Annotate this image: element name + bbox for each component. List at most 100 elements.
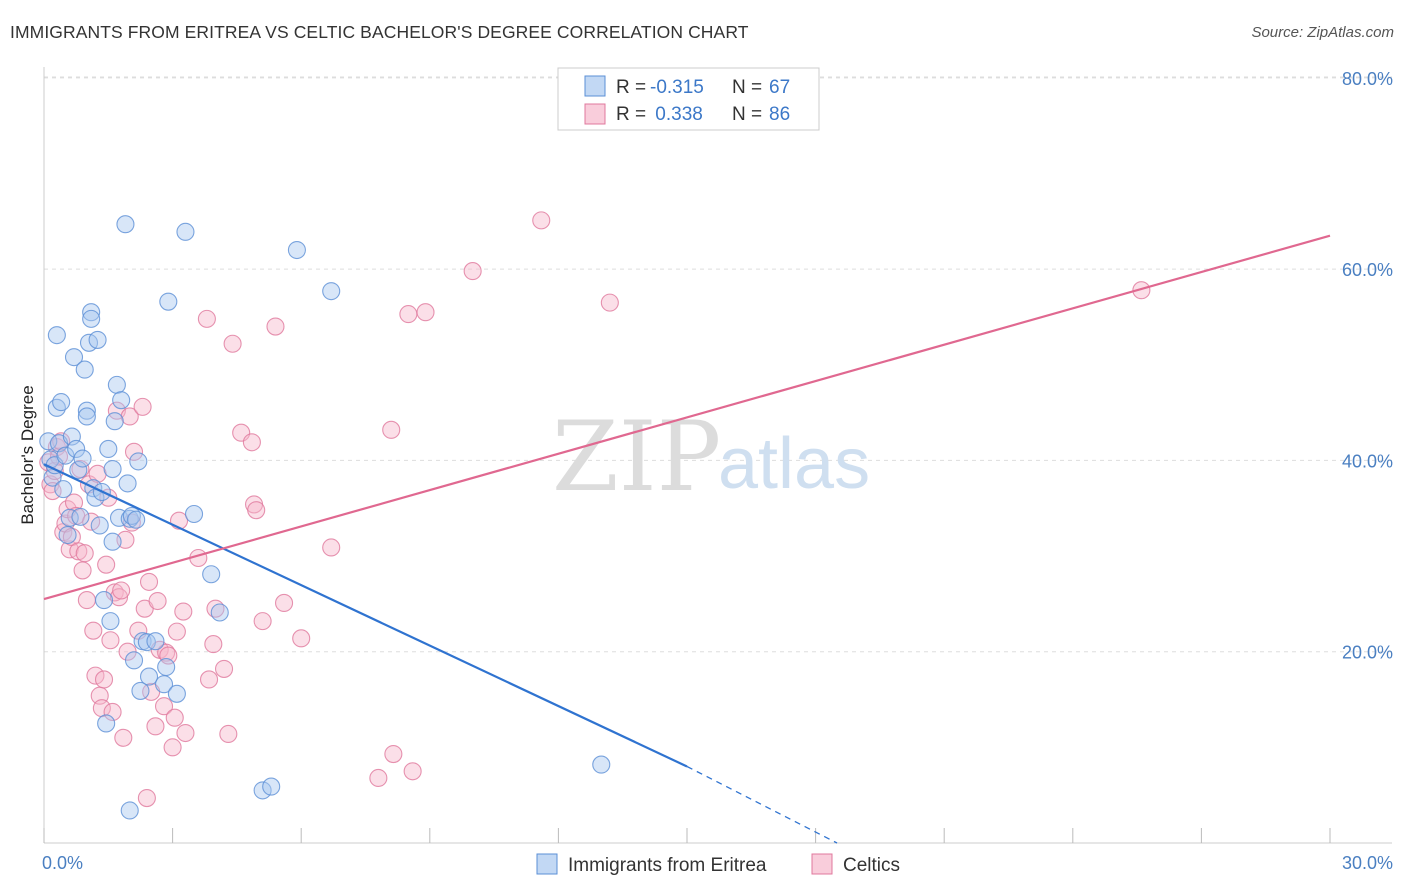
celtic-point: [114, 728, 133, 747]
celtic-point: [103, 702, 122, 722]
celtic-point: [73, 561, 92, 580]
celtic-point: [242, 433, 261, 452]
eritrea-point: [105, 412, 124, 431]
eritrea-point: [82, 309, 101, 328]
legend-r-label-eritrea: R =: [616, 77, 646, 98]
eritrea-trend-extension: [686, 765, 838, 844]
eritrea-point: [287, 240, 306, 260]
eritrea-point: [71, 507, 90, 526]
celtic-point: [146, 717, 165, 736]
eritrea-point: [118, 474, 137, 493]
celtic-point: [416, 303, 435, 322]
eritrea-point: [159, 292, 178, 311]
celtic-point: [219, 724, 238, 744]
eritrea-point: [124, 651, 144, 670]
celtic-point: [382, 420, 401, 439]
eritrea-point: [107, 375, 126, 394]
celtic-point: [69, 542, 88, 561]
legend-r-value-celtic: 0.338: [650, 104, 703, 125]
legend-swatch-bottom-eritrea: [536, 853, 558, 875]
celtic-point: [97, 555, 116, 574]
eritrea-point: [47, 326, 66, 345]
eritrea-point: [262, 777, 281, 796]
legend-n-label-celtic: N =: [732, 104, 762, 125]
celtic-point: [214, 659, 234, 678]
celtic-point: [176, 723, 195, 743]
celtic-point: [369, 768, 388, 788]
series-legend: Immigrants from Eritrea Celtics: [536, 853, 900, 876]
legend-n-value-celtic: 86: [769, 104, 790, 125]
legend-swatch-eritrea: [584, 75, 606, 97]
celtic-point: [292, 629, 311, 648]
eritrea-point: [116, 215, 135, 234]
celtic-point: [253, 612, 272, 631]
eritrea-point: [322, 282, 341, 301]
y-axis-label: Bachelor's Degree: [18, 385, 37, 524]
y-tick-label: 20.0%: [1342, 643, 1393, 663]
celtic-trend-line: [43, 234, 1331, 601]
eritrea-point: [73, 449, 92, 468]
celtic-point: [112, 581, 131, 600]
x-tick-label-max: 30.0%: [1342, 853, 1393, 873]
eritrea-point: [94, 591, 114, 610]
eritrea-point: [176, 222, 195, 241]
eritrea-point: [58, 525, 77, 545]
eritrea-point: [77, 401, 96, 420]
trend-lines: [43, 234, 1331, 844]
celtic-point: [266, 317, 285, 336]
eritrea-point: [120, 801, 139, 820]
celtic-point: [86, 666, 105, 685]
y-tick-label: 40.0%: [1342, 451, 1393, 471]
celtic-point: [197, 309, 216, 328]
eritrea-point: [90, 516, 109, 535]
y-tick-labels: 20.0% 40.0% 60.0% 80.0%: [1342, 69, 1393, 663]
eritrea-point: [64, 348, 84, 367]
eritrea-point: [88, 330, 107, 349]
celtic-point: [75, 544, 94, 563]
celtic-point: [463, 262, 482, 281]
celtic-point: [109, 588, 129, 607]
celtic-point: [384, 745, 403, 764]
legend-r-label-celtic: R =: [616, 104, 646, 125]
legend-n-value-eritrea: 67: [769, 77, 790, 98]
celtic-point: [165, 708, 184, 727]
celtic-point: [167, 622, 186, 641]
eritrea-point: [77, 407, 96, 426]
celtic-point: [137, 788, 156, 808]
celtic-point: [1132, 281, 1151, 300]
celtic-point: [82, 512, 101, 531]
eritrea-point: [131, 681, 150, 700]
eritrea-point: [139, 667, 159, 686]
eritrea-point: [75, 360, 94, 379]
celtic-point: [204, 635, 223, 654]
celtic-point: [94, 670, 114, 689]
legend-swatch-bottom-celtic: [811, 853, 833, 875]
celtic-point: [600, 293, 619, 312]
eritrea-point: [184, 504, 204, 524]
eritrea-point: [69, 460, 88, 480]
eritrea-point: [202, 565, 221, 584]
eritrea-point: [97, 714, 116, 733]
correlation-legend: R = -0.315 N = 67 R = 0.338 N = 86: [557, 67, 820, 131]
eritrea-point: [103, 532, 122, 551]
celtic-point: [403, 762, 422, 781]
x-tick-labels: 0.0% 30.0%: [42, 853, 1393, 873]
celtic-point: [223, 334, 242, 353]
eritrea-point: [56, 446, 75, 465]
grid-lines: [44, 76, 1392, 653]
eritrea-point: [253, 781, 272, 800]
chart-title: IMMIGRANTS FROM ERITREA VS CELTIC BACHEL…: [10, 22, 749, 42]
eritrea-point: [52, 393, 71, 412]
eritrea-point: [167, 684, 186, 703]
eritrea-point: [103, 459, 122, 479]
eritrea-point: [54, 480, 73, 499]
legend-swatch-celtic: [584, 103, 606, 125]
eritrea-points: [39, 215, 611, 820]
y-tick-label: 60.0%: [1342, 260, 1393, 280]
legend-r-value-eritrea: -0.315: [650, 77, 704, 98]
legend-n-label-eritrea: N =: [732, 77, 762, 98]
celtic-point: [133, 397, 152, 416]
celtic-point: [148, 591, 167, 611]
celtic-point: [124, 442, 144, 461]
